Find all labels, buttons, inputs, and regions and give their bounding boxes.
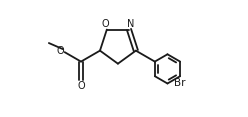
Text: N: N	[126, 19, 134, 29]
Text: O: O	[57, 46, 64, 56]
Text: Br: Br	[174, 78, 186, 88]
Text: O: O	[102, 19, 109, 29]
Text: O: O	[77, 81, 85, 91]
